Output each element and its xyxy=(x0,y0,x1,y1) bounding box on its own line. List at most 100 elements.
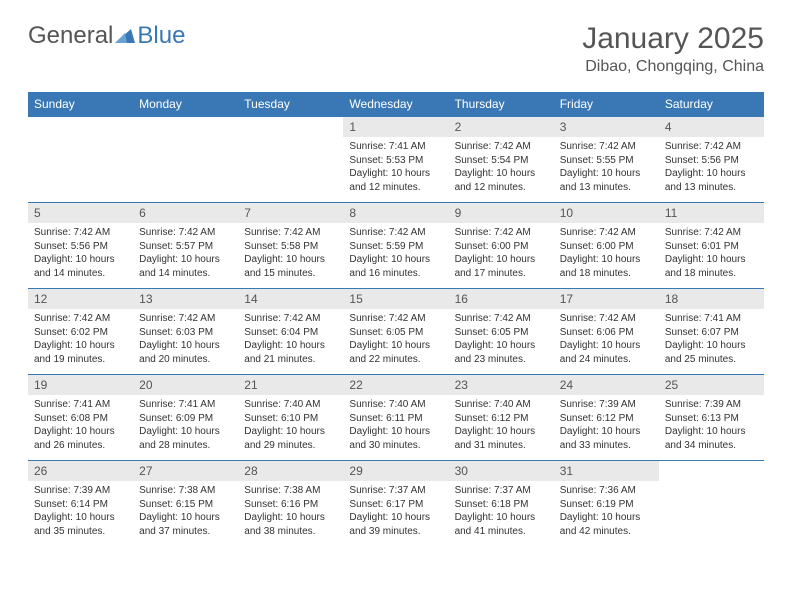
calendar-cell: 11Sunrise: 7:42 AMSunset: 6:01 PMDayligh… xyxy=(659,203,764,289)
day-details: Sunrise: 7:38 AMSunset: 6:16 PMDaylight:… xyxy=(238,481,343,546)
day-details: Sunrise: 7:40 AMSunset: 6:10 PMDaylight:… xyxy=(238,395,343,460)
calendar-cell: 28Sunrise: 7:38 AMSunset: 6:16 PMDayligh… xyxy=(238,461,343,547)
day-details: Sunrise: 7:40 AMSunset: 6:11 PMDaylight:… xyxy=(343,395,448,460)
calendar-cell: 5Sunrise: 7:42 AMSunset: 5:56 PMDaylight… xyxy=(28,203,133,289)
day-number: 5 xyxy=(28,203,133,223)
day-details: Sunrise: 7:42 AMSunset: 5:58 PMDaylight:… xyxy=(238,223,343,288)
day-details: Sunrise: 7:42 AMSunset: 5:59 PMDaylight:… xyxy=(343,223,448,288)
day-number: 21 xyxy=(238,375,343,395)
calendar-cell: 6Sunrise: 7:42 AMSunset: 5:57 PMDaylight… xyxy=(133,203,238,289)
calendar-row: 12Sunrise: 7:42 AMSunset: 6:02 PMDayligh… xyxy=(28,289,764,375)
calendar-cell: 25Sunrise: 7:39 AMSunset: 6:13 PMDayligh… xyxy=(659,375,764,461)
logo-triangle-icon xyxy=(115,22,135,50)
day-details: Sunrise: 7:37 AMSunset: 6:17 PMDaylight:… xyxy=(343,481,448,546)
weekday-header: Thursday xyxy=(449,92,554,117)
day-details: Sunrise: 7:42 AMSunset: 6:05 PMDaylight:… xyxy=(343,309,448,374)
day-number: 1 xyxy=(343,117,448,137)
calendar-cell: .. xyxy=(659,461,764,547)
calendar-row: 26Sunrise: 7:39 AMSunset: 6:14 PMDayligh… xyxy=(28,461,764,547)
calendar-cell: 13Sunrise: 7:42 AMSunset: 6:03 PMDayligh… xyxy=(133,289,238,375)
calendar-row: 19Sunrise: 7:41 AMSunset: 6:08 PMDayligh… xyxy=(28,375,764,461)
day-number: 22 xyxy=(343,375,448,395)
calendar-cell: .. xyxy=(28,117,133,203)
calendar-row: ......1Sunrise: 7:41 AMSunset: 5:53 PMDa… xyxy=(28,117,764,203)
day-details: Sunrise: 7:42 AMSunset: 6:00 PMDaylight:… xyxy=(449,223,554,288)
weekday-header: Friday xyxy=(554,92,659,117)
day-number: 18 xyxy=(659,289,764,309)
calendar-cell: 26Sunrise: 7:39 AMSunset: 6:14 PMDayligh… xyxy=(28,461,133,547)
calendar-cell: .. xyxy=(238,117,343,203)
day-number: 6 xyxy=(133,203,238,223)
calendar-cell: 7Sunrise: 7:42 AMSunset: 5:58 PMDaylight… xyxy=(238,203,343,289)
calendar-head: SundayMondayTuesdayWednesdayThursdayFrid… xyxy=(28,92,764,117)
calendar-cell: 9Sunrise: 7:42 AMSunset: 6:00 PMDaylight… xyxy=(449,203,554,289)
calendar-cell: 8Sunrise: 7:42 AMSunset: 5:59 PMDaylight… xyxy=(343,203,448,289)
day-number: 28 xyxy=(238,461,343,481)
day-number: 30 xyxy=(449,461,554,481)
day-number: 20 xyxy=(133,375,238,395)
calendar-cell: 16Sunrise: 7:42 AMSunset: 6:05 PMDayligh… xyxy=(449,289,554,375)
day-number: 25 xyxy=(659,375,764,395)
calendar-body: ......1Sunrise: 7:41 AMSunset: 5:53 PMDa… xyxy=(28,117,764,547)
day-number: 13 xyxy=(133,289,238,309)
page-header: General Blue January 2025 Dibao, Chongqi… xyxy=(28,22,764,76)
day-number: 12 xyxy=(28,289,133,309)
day-details: Sunrise: 7:39 AMSunset: 6:14 PMDaylight:… xyxy=(28,481,133,546)
calendar-cell: 29Sunrise: 7:37 AMSunset: 6:17 PMDayligh… xyxy=(343,461,448,547)
day-details: Sunrise: 7:42 AMSunset: 6:01 PMDaylight:… xyxy=(659,223,764,288)
day-details: Sunrise: 7:42 AMSunset: 5:55 PMDaylight:… xyxy=(554,137,659,202)
calendar-cell: 20Sunrise: 7:41 AMSunset: 6:09 PMDayligh… xyxy=(133,375,238,461)
day-number: 2 xyxy=(449,117,554,137)
day-details: Sunrise: 7:42 AMSunset: 5:57 PMDaylight:… xyxy=(133,223,238,288)
calendar-cell: .. xyxy=(133,117,238,203)
calendar-cell: 4Sunrise: 7:42 AMSunset: 5:56 PMDaylight… xyxy=(659,117,764,203)
day-details: Sunrise: 7:42 AMSunset: 6:04 PMDaylight:… xyxy=(238,309,343,374)
weekday-header: Sunday xyxy=(28,92,133,117)
weekday-header: Tuesday xyxy=(238,92,343,117)
calendar-table: SundayMondayTuesdayWednesdayThursdayFrid… xyxy=(28,92,764,546)
day-number: 10 xyxy=(554,203,659,223)
day-details: Sunrise: 7:42 AMSunset: 6:00 PMDaylight:… xyxy=(554,223,659,288)
day-details: Sunrise: 7:41 AMSunset: 6:09 PMDaylight:… xyxy=(133,395,238,460)
day-number: 3 xyxy=(554,117,659,137)
calendar-row: 5Sunrise: 7:42 AMSunset: 5:56 PMDaylight… xyxy=(28,203,764,289)
day-number: 29 xyxy=(343,461,448,481)
day-details: Sunrise: 7:42 AMSunset: 5:54 PMDaylight:… xyxy=(449,137,554,202)
day-number: 8 xyxy=(343,203,448,223)
calendar-cell: 12Sunrise: 7:42 AMSunset: 6:02 PMDayligh… xyxy=(28,289,133,375)
day-number: 24 xyxy=(554,375,659,395)
day-details: Sunrise: 7:39 AMSunset: 6:12 PMDaylight:… xyxy=(554,395,659,460)
day-details: Sunrise: 7:38 AMSunset: 6:15 PMDaylight:… xyxy=(133,481,238,546)
day-details: Sunrise: 7:42 AMSunset: 6:05 PMDaylight:… xyxy=(449,309,554,374)
brand-part1: General xyxy=(28,22,113,50)
day-details: Sunrise: 7:42 AMSunset: 5:56 PMDaylight:… xyxy=(28,223,133,288)
calendar-cell: 24Sunrise: 7:39 AMSunset: 6:12 PMDayligh… xyxy=(554,375,659,461)
day-details: Sunrise: 7:36 AMSunset: 6:19 PMDaylight:… xyxy=(554,481,659,546)
calendar-cell: 30Sunrise: 7:37 AMSunset: 6:18 PMDayligh… xyxy=(449,461,554,547)
calendar-cell: 1Sunrise: 7:41 AMSunset: 5:53 PMDaylight… xyxy=(343,117,448,203)
day-details: Sunrise: 7:39 AMSunset: 6:13 PMDaylight:… xyxy=(659,395,764,460)
day-details: Sunrise: 7:42 AMSunset: 5:56 PMDaylight:… xyxy=(659,137,764,202)
location-label: Dibao, Chongqing, China xyxy=(582,58,764,76)
day-number: 14 xyxy=(238,289,343,309)
day-details: Sunrise: 7:42 AMSunset: 6:02 PMDaylight:… xyxy=(28,309,133,374)
calendar-cell: 22Sunrise: 7:40 AMSunset: 6:11 PMDayligh… xyxy=(343,375,448,461)
calendar-cell: 17Sunrise: 7:42 AMSunset: 6:06 PMDayligh… xyxy=(554,289,659,375)
calendar-cell: 2Sunrise: 7:42 AMSunset: 5:54 PMDaylight… xyxy=(449,117,554,203)
day-number: 15 xyxy=(343,289,448,309)
day-number: 7 xyxy=(238,203,343,223)
day-details: Sunrise: 7:41 AMSunset: 6:08 PMDaylight:… xyxy=(28,395,133,460)
day-details: Sunrise: 7:41 AMSunset: 5:53 PMDaylight:… xyxy=(343,137,448,202)
day-details: Sunrise: 7:42 AMSunset: 6:06 PMDaylight:… xyxy=(554,309,659,374)
calendar-cell: 23Sunrise: 7:40 AMSunset: 6:12 PMDayligh… xyxy=(449,375,554,461)
day-number: 17 xyxy=(554,289,659,309)
calendar-cell: 31Sunrise: 7:36 AMSunset: 6:19 PMDayligh… xyxy=(554,461,659,547)
day-details: Sunrise: 7:41 AMSunset: 6:07 PMDaylight:… xyxy=(659,309,764,374)
calendar-cell: 27Sunrise: 7:38 AMSunset: 6:15 PMDayligh… xyxy=(133,461,238,547)
month-title: January 2025 xyxy=(582,22,764,56)
day-number: 19 xyxy=(28,375,133,395)
weekday-header: Saturday xyxy=(659,92,764,117)
calendar-cell: 21Sunrise: 7:40 AMSunset: 6:10 PMDayligh… xyxy=(238,375,343,461)
day-number: 27 xyxy=(133,461,238,481)
brand-logo: General Blue xyxy=(28,22,185,50)
